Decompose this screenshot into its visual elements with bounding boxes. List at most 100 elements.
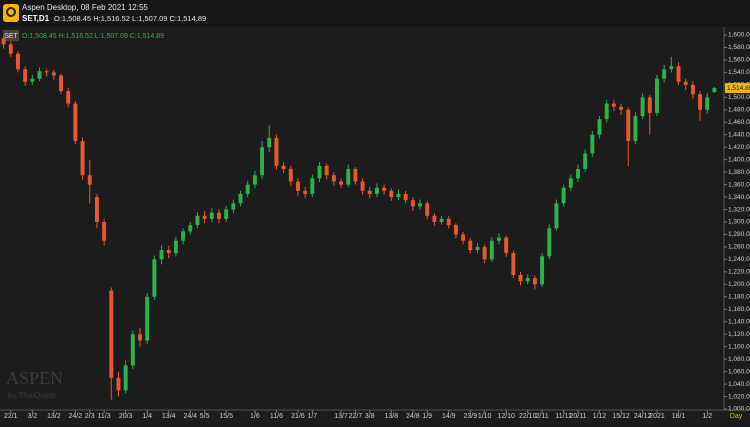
symbol-badge[interactable] bbox=[3, 30, 19, 41]
candle-body bbox=[669, 66, 674, 70]
candle-body bbox=[145, 296, 150, 341]
x-tick-label: 1/7 bbox=[307, 413, 317, 420]
candle-body bbox=[389, 190, 394, 198]
candle-body bbox=[418, 203, 423, 207]
x-tick-label: 1/4 bbox=[142, 413, 152, 420]
x-tick-label: 23/9 bbox=[463, 413, 477, 420]
candle-body bbox=[640, 97, 645, 117]
candle-body bbox=[633, 116, 638, 141]
x-tick-label: 13/7 bbox=[334, 413, 348, 420]
candle-body bbox=[396, 193, 401, 198]
candle-body bbox=[116, 377, 121, 391]
candle-body bbox=[410, 200, 415, 207]
x-tick-label: 13/2 bbox=[47, 413, 61, 420]
watermark-brand: ASPEN bbox=[6, 368, 63, 388]
candle-body bbox=[647, 97, 652, 113]
x-tick-label: 15/12 bbox=[612, 413, 630, 420]
candle-body bbox=[712, 88, 717, 93]
y-tick-label: 1,140.00 bbox=[728, 318, 750, 325]
x-tick-label: 1/12 bbox=[593, 413, 607, 420]
candle-body bbox=[245, 184, 250, 194]
candle-body bbox=[303, 190, 308, 194]
candle-body bbox=[518, 274, 523, 282]
y-tick-label: 1,480.00 bbox=[728, 107, 750, 114]
x-tick-label: 13/4 bbox=[162, 413, 176, 420]
candle-body bbox=[611, 103, 616, 107]
x-unit-label: Day bbox=[730, 413, 743, 420]
candle-body bbox=[1, 38, 6, 45]
y-tick-label: 1,060.00 bbox=[728, 368, 750, 375]
candle-body bbox=[310, 178, 315, 194]
candle-body bbox=[87, 175, 92, 185]
candle-body bbox=[209, 212, 214, 219]
candle-body bbox=[94, 197, 99, 222]
candle-body bbox=[705, 97, 710, 110]
x-tick-label: 15/5 bbox=[219, 413, 233, 420]
candle-body bbox=[15, 53, 20, 70]
x-tick-label: 11/6 bbox=[270, 413, 283, 420]
candle-body bbox=[654, 78, 659, 113]
y-tick-label: 1,580.00 bbox=[728, 44, 750, 51]
x-tick-label: 20/3 bbox=[119, 413, 133, 420]
y-tick-label: 1,560.00 bbox=[728, 57, 750, 64]
x-tick-label: 3/8 bbox=[365, 413, 375, 420]
candle-body bbox=[66, 91, 71, 104]
candle-body bbox=[30, 78, 35, 82]
x-tick-label: 2/11 bbox=[536, 413, 549, 420]
x-tick-label: 1/2 bbox=[702, 413, 712, 420]
candle-body bbox=[44, 71, 49, 73]
candle-body bbox=[683, 81, 688, 85]
candle-body bbox=[195, 215, 200, 226]
candle-body bbox=[217, 212, 221, 219]
app-icon-glyph bbox=[6, 7, 16, 17]
x-tick-label: 1/9 bbox=[422, 413, 432, 420]
candle-body bbox=[317, 165, 322, 179]
candle-body bbox=[73, 103, 78, 141]
y-tick-label: 1,080.00 bbox=[728, 356, 750, 363]
candle-body bbox=[425, 203, 430, 216]
x-tick-label: 22/10 bbox=[519, 413, 537, 420]
y-tick-label: 1,400.00 bbox=[728, 156, 750, 163]
x-tick-label: 2/3 bbox=[85, 413, 95, 420]
x-tick-label: 1/6 bbox=[250, 413, 260, 420]
y-tick-label: 1,420.00 bbox=[728, 144, 750, 151]
candle-body bbox=[138, 334, 142, 341]
candle-body bbox=[202, 215, 207, 219]
candle-body bbox=[231, 203, 236, 210]
candle-body bbox=[23, 69, 28, 82]
candle-body bbox=[51, 72, 56, 76]
candle-body bbox=[547, 228, 552, 257]
candle-body bbox=[532, 278, 537, 285]
y-tick-label: 1,180.00 bbox=[728, 294, 750, 301]
last-price-box bbox=[725, 83, 750, 94]
candle-body bbox=[173, 240, 178, 254]
y-tick-label: 1,100.00 bbox=[728, 343, 750, 350]
x-tick-label: 11/3 bbox=[98, 413, 111, 420]
watermark-by: by ThaiQuest bbox=[8, 391, 56, 400]
last-price-label: 1,514.89 bbox=[727, 85, 750, 92]
candle-body bbox=[339, 181, 344, 185]
app-icon[interactable] bbox=[3, 4, 19, 22]
x-tick-label: 20/11 bbox=[569, 413, 586, 420]
candle-body bbox=[181, 231, 186, 241]
candle-body bbox=[188, 225, 193, 232]
candle-body bbox=[482, 246, 487, 260]
candle-body bbox=[432, 215, 437, 222]
candle-body bbox=[123, 365, 128, 391]
candle-body bbox=[662, 69, 667, 79]
x-tick-label: 22/1 bbox=[4, 413, 18, 420]
candle-body bbox=[324, 165, 329, 176]
y-tick-label: 1,460.00 bbox=[728, 119, 750, 126]
x-tick-label: 11/11 bbox=[555, 413, 572, 420]
x-tick-label: 24/2 bbox=[69, 413, 83, 420]
candle-body bbox=[489, 240, 494, 260]
y-tick-label: 1,600.00 bbox=[728, 32, 750, 39]
candle-body bbox=[461, 234, 466, 241]
candle-body bbox=[597, 119, 602, 135]
candle-body bbox=[295, 181, 300, 191]
candle-body bbox=[102, 222, 107, 241]
x-tick-label: 21/6 bbox=[291, 413, 305, 420]
y-tick-label: 1,040.00 bbox=[728, 381, 750, 388]
